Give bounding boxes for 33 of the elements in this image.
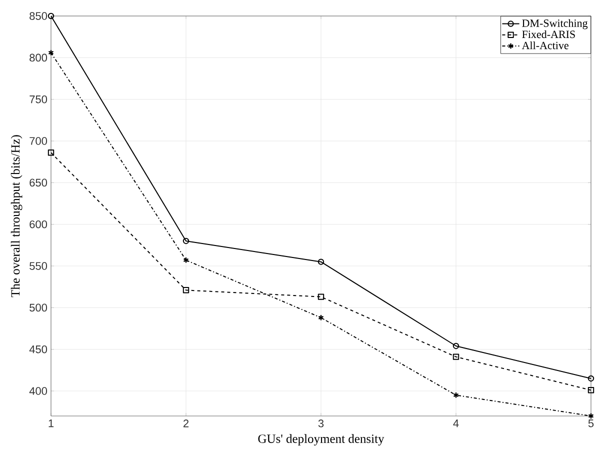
point: [452, 342, 460, 350]
legend-label: DM-Switching: [522, 19, 588, 30]
x-tick-label: 4: [453, 420, 459, 428]
x-tick-label: 2: [183, 420, 189, 428]
point: [453, 392, 459, 398]
y-tick-label: 650: [30, 178, 48, 187]
y-tick-label: 700: [30, 137, 48, 145]
x-tick-label: 5: [588, 420, 594, 428]
y-tick-label: 850: [30, 12, 48, 20]
y-tick-label: 800: [30, 54, 48, 62]
y-tick-label: 550: [30, 262, 48, 270]
y-tick-label: 500: [30, 304, 48, 312]
point: [452, 354, 460, 360]
y-tick-label: 400: [29, 387, 48, 395]
x-axis-title: GUs' deployment density: [258, 434, 384, 446]
point: [588, 412, 594, 420]
point: [318, 294, 324, 300]
legend-label: All-Active: [522, 41, 568, 50]
y-tick-label: 750: [30, 95, 48, 104]
point: [588, 387, 594, 394]
x-tick-label: 3: [318, 420, 324, 428]
point: [318, 258, 324, 265]
point: [318, 314, 324, 321]
y-tick-label: 450: [29, 345, 48, 354]
point: [48, 150, 54, 156]
legend-label: Fixed-ARIS: [522, 30, 575, 38]
point: [182, 287, 190, 294]
point: [183, 256, 189, 264]
point: [182, 238, 190, 244]
point: [48, 49, 54, 56]
y-tick-label: 600: [30, 220, 48, 228]
x-tick-label: 1: [48, 420, 54, 428]
y-axis-title: The overall throughput (bits/Hz): [10, 135, 22, 298]
